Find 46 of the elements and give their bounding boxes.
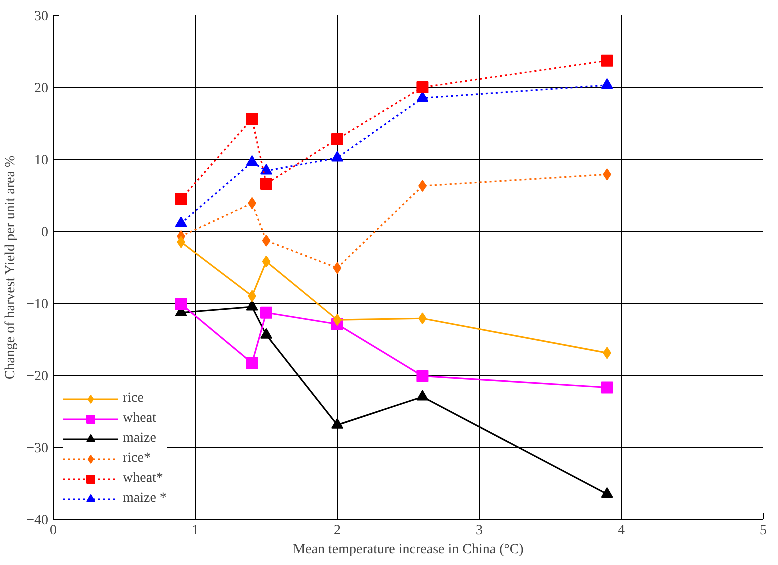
- point: [416, 82, 429, 94]
- point: [601, 487, 614, 498]
- legend-label: rice*: [123, 451, 151, 467]
- y-tick-label: 20: [34, 82, 48, 96]
- y-tick-label: 0: [42, 226, 48, 240]
- point: [246, 300, 258, 311]
- y-tick-label: 30: [34, 10, 48, 24]
- legend-label: maize: [123, 431, 156, 447]
- legend-label: maize *: [123, 491, 167, 507]
- x-axis-title: Mean temperature increase in China (°C): [293, 542, 524, 558]
- y-axis-title: Change of harvest Yield per unit area %: [4, 156, 19, 380]
- point: [260, 164, 272, 175]
- point: [246, 113, 258, 126]
- point: [332, 133, 344, 146]
- point: [333, 314, 342, 326]
- x-tick-label: 4: [618, 524, 625, 538]
- point: [246, 156, 258, 166]
- x-tick-label: 1: [192, 524, 199, 538]
- point: [260, 306, 272, 319]
- point: [601, 78, 614, 90]
- point: [416, 370, 429, 382]
- point: [246, 357, 258, 370]
- point: [333, 262, 342, 274]
- point: [332, 418, 344, 429]
- y-tick-label: −40: [26, 514, 49, 528]
- legend-label: rice: [123, 391, 144, 407]
- y-tick-label: −10: [26, 298, 49, 312]
- point: [175, 216, 188, 228]
- point: [262, 256, 271, 268]
- point: [601, 382, 614, 394]
- legend-label: wheat*: [123, 471, 164, 487]
- y-tick-label: −30: [26, 442, 49, 456]
- point: [416, 390, 429, 401]
- x-tick-label: 3: [476, 524, 483, 538]
- point: [175, 298, 188, 310]
- x-tick-label: 5: [760, 524, 767, 538]
- point: [260, 328, 272, 339]
- point: [260, 178, 272, 190]
- point: [175, 193, 188, 206]
- point: [262, 234, 271, 247]
- x-tick-label: 2: [334, 524, 341, 538]
- point: [601, 54, 614, 67]
- y-tick-label: 10: [34, 154, 48, 168]
- legend-label: wheat: [123, 411, 156, 427]
- y-tick-label: −20: [26, 370, 49, 384]
- point: [332, 151, 344, 162]
